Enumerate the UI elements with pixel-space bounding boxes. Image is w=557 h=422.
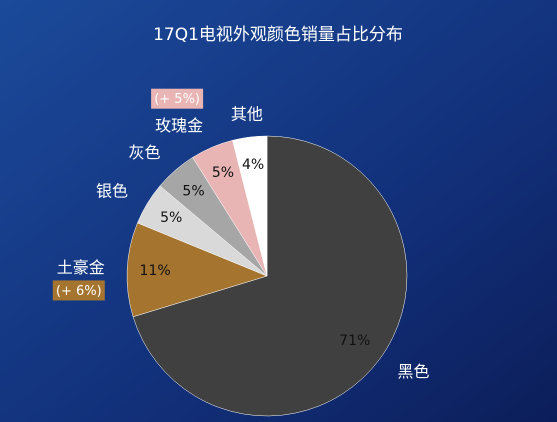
category-label: 银色 [96, 181, 128, 200]
category-label: 玫瑰金 [155, 116, 203, 135]
data-label: 71% [339, 333, 370, 349]
category-label: 黑色 [397, 362, 429, 381]
data-label: 11% [140, 263, 171, 279]
annotation: (+ 5%) [154, 92, 200, 107]
category-label: 其他 [231, 104, 263, 123]
data-label: 5% [212, 165, 234, 181]
annotation: (+ 6%) [56, 284, 102, 299]
chart-title: 17Q1电视外观颜色销量占比分布 [153, 25, 403, 45]
annotation-box [52, 280, 105, 301]
category-label: 灰色 [128, 143, 160, 162]
annotation-box [151, 88, 204, 109]
data-label: 4% [242, 157, 264, 173]
data-label: 5% [160, 210, 182, 226]
category-label: 土豪金 [57, 258, 105, 277]
pie-slice [126, 222, 268, 318]
pie-slice [232, 135, 268, 277]
pie-slice [132, 135, 408, 417]
data-label: 5% [182, 183, 204, 199]
